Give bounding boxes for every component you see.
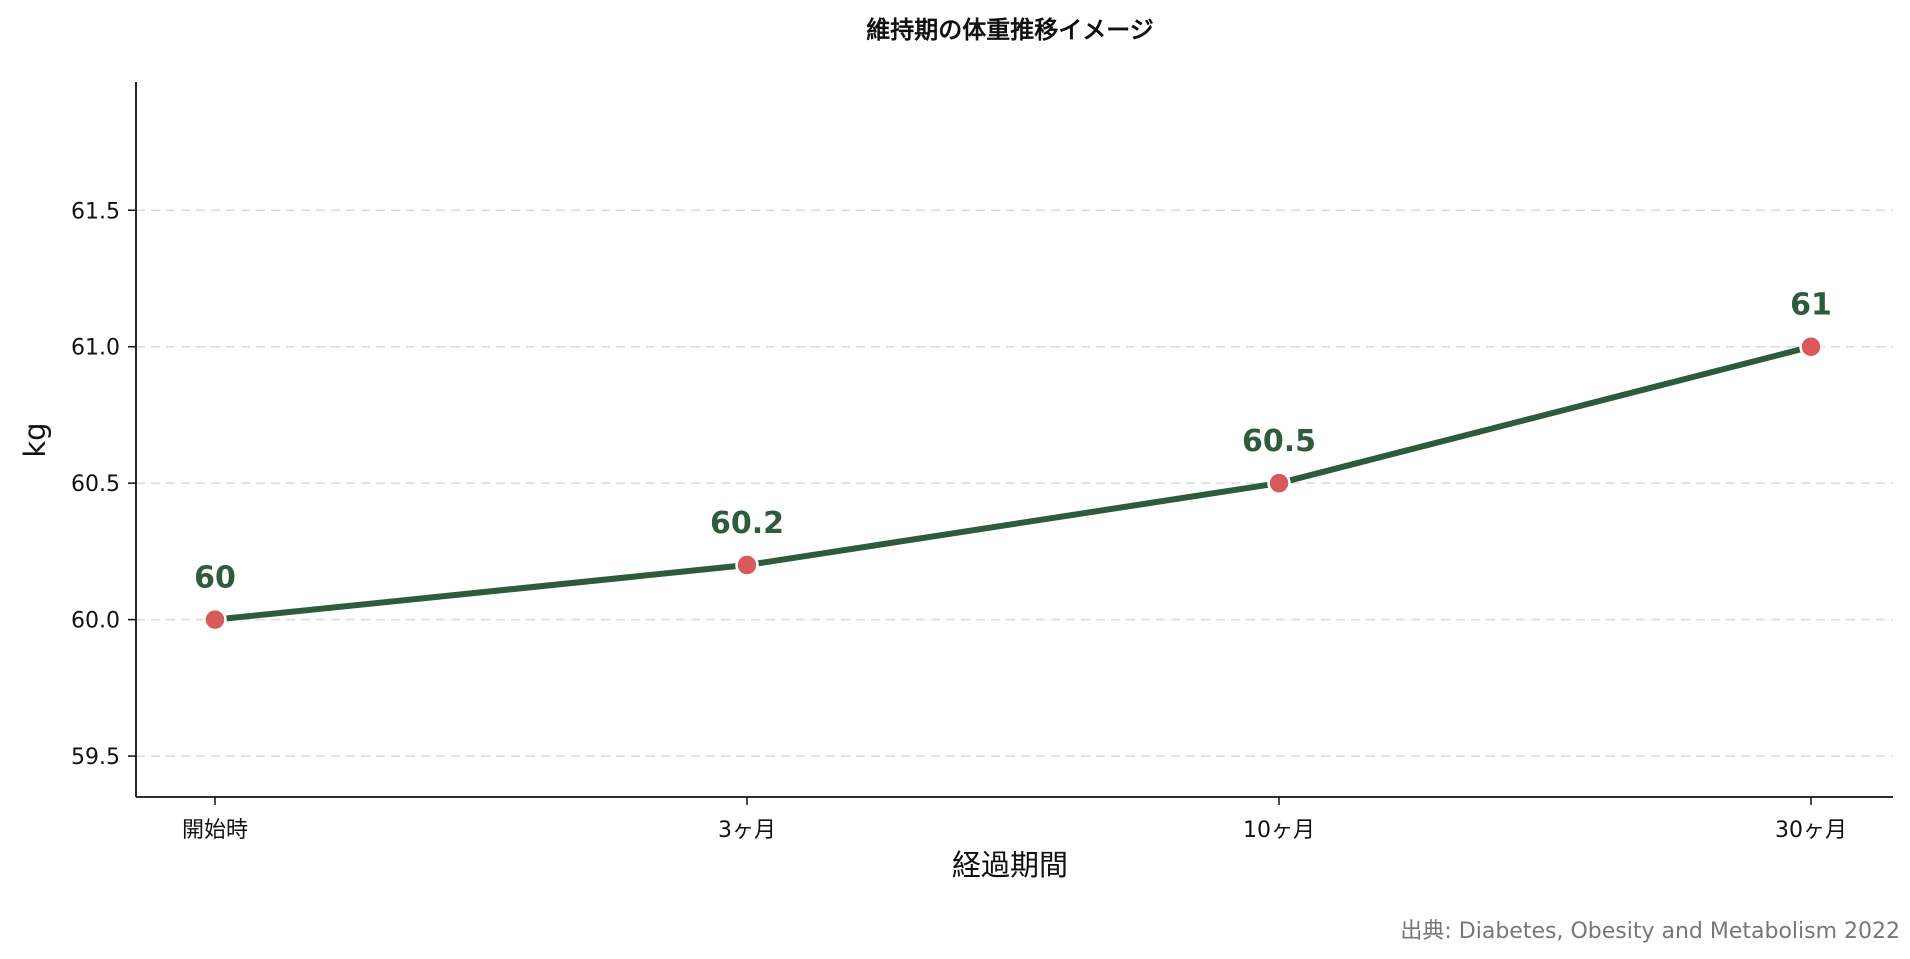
axes: [135, 82, 1893, 798]
data-labels: 60 60.2 60.5 61: [194, 288, 1832, 596]
data-label: 60.2: [710, 506, 784, 541]
y-tick-label: 61.0: [71, 336, 120, 361]
y-tick-label: 59.5: [71, 745, 120, 770]
series-line: [212, 343, 1814, 623]
data-markers: [203, 334, 1823, 632]
series-line-group: [212, 343, 1814, 623]
y-tick-label: 61.5: [71, 199, 120, 224]
x-tick-label: 3ヶ月: [718, 818, 776, 843]
data-point: [1267, 471, 1291, 495]
x-tick-label: 開始時: [182, 818, 248, 843]
y-tick-label: 60.0: [71, 609, 120, 634]
y-axis-label: kg: [18, 422, 52, 457]
data-label: 60: [194, 561, 236, 596]
x-axis-ticks: 開始時 3ヶ月 10ヶ月 30ヶ月: [182, 797, 1847, 843]
y-axis-ticks: 59.5 60.0 60.5 61.0 61.5: [71, 199, 136, 770]
x-tick-label: 10ヶ月: [1243, 818, 1315, 843]
data-label: 61: [1790, 288, 1832, 323]
x-axis-label: 経過期間: [952, 848, 1068, 882]
x-tick-label: 30ヶ月: [1775, 818, 1847, 843]
data-point: [1799, 334, 1823, 359]
y-tick-label: 60.5: [71, 472, 120, 497]
source-note: 出典: Diabetes, Obesity and Metabolism 202…: [1400, 919, 1900, 944]
grid-lines: [136, 209, 1893, 757]
data-point: [203, 607, 227, 632]
chart-title: 維持期の体重推移イメージ: [866, 16, 1154, 44]
data-label: 60.5: [1242, 424, 1316, 459]
data-point: [735, 553, 759, 577]
